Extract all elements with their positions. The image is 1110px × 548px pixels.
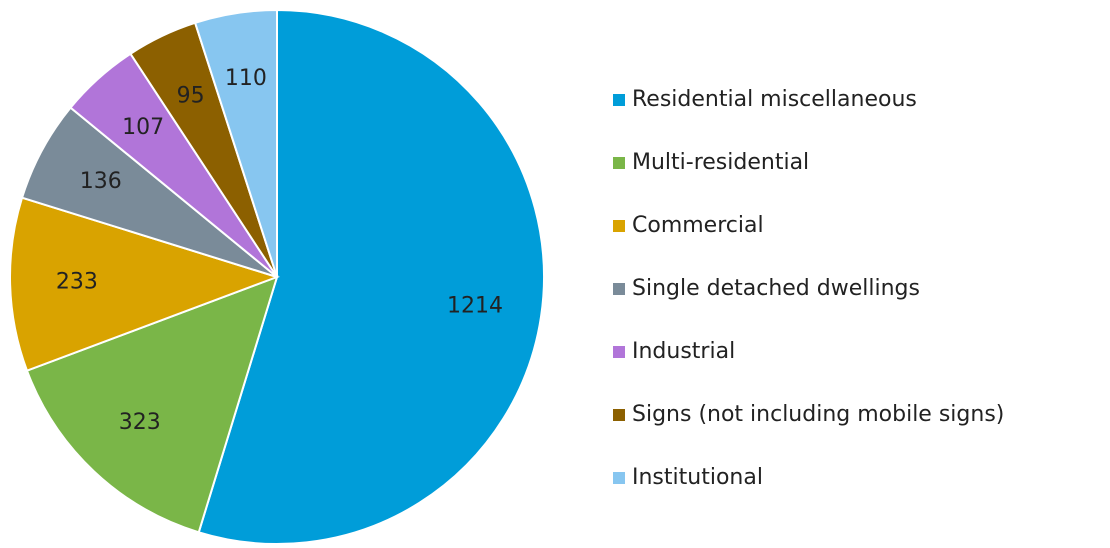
data-label: 233	[56, 270, 98, 295]
legend-swatch	[613, 409, 625, 421]
legend-swatch	[613, 220, 625, 232]
legend-label: Residential miscellaneous	[632, 87, 917, 112]
legend-label: Single detached dwellings	[632, 276, 920, 301]
legend-swatch	[613, 472, 625, 484]
pie-slice	[197, 8, 545, 545]
data-label: 95	[177, 83, 205, 108]
pie-slice	[193, 8, 278, 278]
legend-swatch	[613, 157, 625, 169]
pie-slice	[25, 275, 279, 534]
legend-label: Industrial	[632, 339, 735, 364]
legend-label: Signs (not including mobile signs)	[632, 402, 1004, 427]
data-label: 1214	[447, 294, 503, 319]
legend-label: Commercial	[632, 213, 764, 238]
legend-label: Multi-residential	[632, 150, 809, 175]
data-label: 136	[80, 169, 122, 194]
legend-swatch	[613, 283, 625, 295]
data-label: 110	[225, 66, 267, 91]
legend-label: Institutional	[632, 465, 763, 490]
data-label: 107	[122, 115, 164, 140]
legend-swatch	[613, 94, 625, 106]
legend-swatch	[613, 346, 625, 358]
data-label: 323	[119, 410, 161, 435]
pie-slice	[9, 196, 281, 372]
